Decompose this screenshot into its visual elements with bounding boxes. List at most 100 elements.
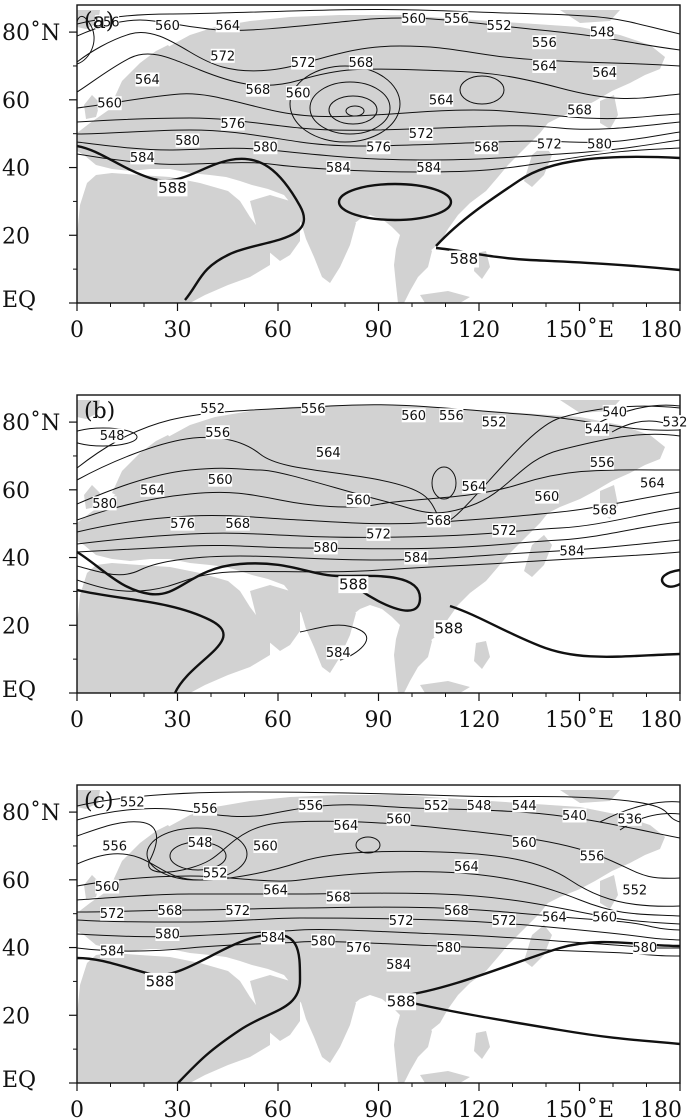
contour-label-background — [326, 160, 351, 175]
contour-label-background — [102, 838, 127, 853]
contour-label-background — [100, 906, 125, 921]
contour-label: 576 — [170, 517, 195, 532]
contour-label-background — [617, 811, 642, 826]
contour-label: 584 — [261, 931, 286, 946]
contour-label: 568 — [444, 904, 469, 919]
contour-label: 552 — [482, 416, 507, 431]
x-tick-label: 0 — [70, 318, 84, 343]
contour-label-background — [366, 140, 391, 155]
contour-label-background — [157, 179, 188, 197]
contour-label: 560 — [286, 87, 311, 102]
contour-label: 560 — [346, 493, 371, 508]
y-tick-label: 40 — [2, 157, 30, 182]
contour-label-background — [155, 927, 180, 941]
contour-label-background — [401, 11, 426, 26]
contour-label-background — [130, 150, 155, 165]
contour-label: 556 — [439, 409, 464, 424]
contour-label-background — [512, 798, 537, 813]
y-tick-label: 20 — [2, 1004, 30, 1029]
y-tick-label: 20 — [2, 224, 30, 249]
contour-label-background — [409, 126, 434, 141]
contour-label: 552 — [203, 867, 228, 882]
contour-label: 540 — [602, 405, 627, 420]
contour-label: 548 — [188, 836, 213, 851]
contour-label: 580 — [436, 941, 461, 956]
contour-label-background — [386, 811, 411, 826]
contour-label: 572 — [210, 49, 235, 64]
contour-label: 576 — [220, 117, 245, 132]
contour-label: 568 — [592, 504, 617, 519]
contour-label: 564 — [454, 860, 479, 875]
contour-label: 580 — [587, 137, 612, 152]
contour-label-background — [386, 993, 417, 1011]
contour-label: 552 — [424, 799, 449, 814]
contour-label-background — [542, 910, 567, 925]
contour-label: 580 — [155, 928, 180, 943]
contour-label: 560 — [95, 880, 120, 895]
contour-label-background — [467, 798, 491, 813]
contour-label: 580 — [632, 941, 657, 956]
contour-label: 588 — [387, 993, 416, 1011]
contour-label-background — [170, 516, 195, 531]
contour-label-background — [348, 55, 373, 70]
x-tick-label: 30 — [164, 318, 192, 343]
contour-label: 536 — [617, 812, 642, 827]
y-tick-label: 60 — [2, 89, 30, 114]
contour-label-background — [203, 866, 228, 881]
y-tick-label: 40 — [2, 937, 30, 962]
contour-label: 560 — [401, 12, 426, 27]
contour-label: 552 — [622, 883, 647, 898]
x-tick-label: 60 — [264, 708, 292, 733]
x-tick-label: 180 — [640, 1098, 682, 1120]
contour-label: 572 — [537, 137, 562, 152]
y-tick-label: EQ — [2, 678, 36, 703]
contour-label: 556 — [102, 839, 127, 854]
contour-label-background — [386, 957, 411, 972]
contour-label: 548 — [590, 26, 615, 41]
contour-label: 568 — [245, 83, 270, 98]
contour-label: 560 — [386, 812, 411, 827]
contour-label: 572 — [389, 914, 414, 929]
contour-label-background — [559, 543, 584, 558]
contour-label-background — [622, 882, 647, 897]
contour-label-background — [662, 415, 687, 430]
contour-label: 548 — [100, 429, 125, 444]
contour-label: 572 — [492, 914, 517, 929]
contour-label: 564 — [462, 480, 487, 495]
contour-label: 532 — [663, 416, 688, 431]
contour-label-background — [416, 160, 441, 175]
contour-label-background — [585, 421, 610, 436]
contour-label: 548 — [467, 799, 492, 814]
contour-label: 564 — [263, 883, 288, 898]
contour-label-background — [97, 96, 122, 111]
contour-label: 560 — [253, 839, 278, 854]
contour-label-background — [592, 910, 617, 925]
contour-label: 564 — [429, 93, 454, 108]
contour-label-background — [587, 136, 612, 151]
contour-label: 580 — [92, 497, 117, 512]
contour-label-background — [200, 401, 225, 416]
contour-label: 564 — [215, 19, 240, 34]
contour-label-background — [301, 401, 326, 416]
contour-label-background — [286, 86, 311, 101]
contour-label-background — [215, 18, 240, 33]
x-tick-label: 150˚E — [545, 316, 614, 343]
contour-label: 556 — [532, 36, 557, 51]
contour-label: 564 — [640, 477, 665, 492]
contour-label-background — [95, 14, 120, 29]
contour-label-background — [389, 913, 414, 928]
contour-label-background — [444, 11, 469, 26]
contour-label-background — [333, 818, 358, 833]
contour-label: 584 — [560, 544, 585, 559]
contour-label-background — [225, 516, 250, 531]
contour-label-background — [140, 482, 165, 497]
contour-label: 568 — [426, 514, 451, 529]
contour-label-background — [562, 808, 587, 823]
y-tick-label: EQ — [2, 288, 36, 313]
contour-label-background — [188, 835, 213, 850]
contour-label: 564 — [542, 911, 567, 926]
contour-label: 568 — [348, 56, 373, 71]
contour-label-background — [590, 455, 615, 470]
contour-label-background — [157, 903, 182, 918]
